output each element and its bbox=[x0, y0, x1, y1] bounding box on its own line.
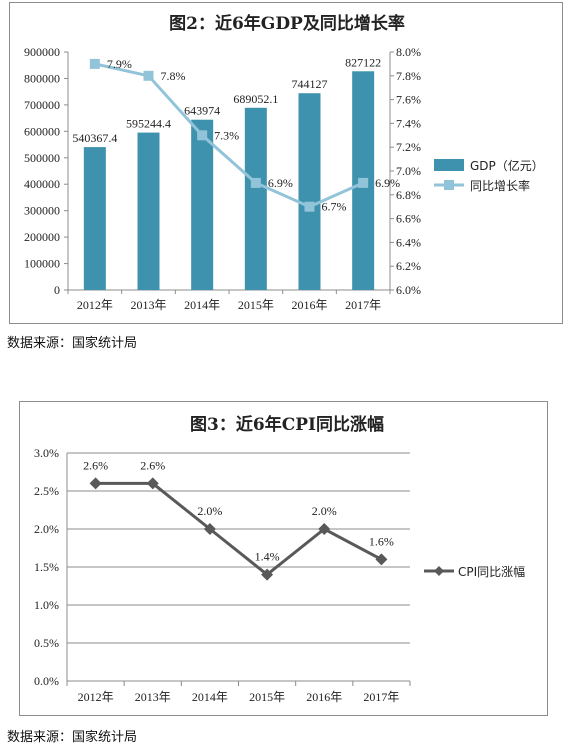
cpi-marker bbox=[261, 568, 274, 581]
gdp-bar-label: 595244.4 bbox=[126, 117, 171, 131]
source-note-cpi: 数据来源：国家统计局 bbox=[7, 730, 138, 745]
right-tick-label: 6.2% bbox=[396, 259, 421, 273]
cpi-line bbox=[95, 481, 383, 577]
left-tick-label: 300000 bbox=[24, 204, 60, 218]
chart-title: 图3：近6年CPI同比涨幅 bbox=[190, 414, 384, 435]
growth-rate-marker bbox=[89, 58, 100, 69]
cpi-marker bbox=[89, 477, 102, 490]
y-tick-label: 0.5% bbox=[34, 636, 59, 650]
x-tick-label: 2015年 bbox=[249, 690, 285, 704]
y-tick-label: 3.0% bbox=[34, 446, 59, 460]
x-tick-label: 2016年 bbox=[291, 298, 327, 312]
gdp-bar bbox=[244, 107, 267, 290]
y-tick-label: 2.5% bbox=[34, 484, 59, 498]
y-tick-label: 1.0% bbox=[34, 598, 59, 612]
gdp-bar-label: 689052.1 bbox=[233, 92, 278, 106]
y-tick-label: 0.0% bbox=[34, 674, 59, 688]
cpi-marker bbox=[318, 523, 331, 535]
growth-rate-marker bbox=[358, 177, 369, 188]
x-tick-label: 2012年 bbox=[78, 690, 114, 704]
cpi-data-label: 2.6% bbox=[83, 458, 108, 472]
growth-rate-marker bbox=[304, 201, 315, 212]
growth-rate-label: 6.9% bbox=[268, 176, 293, 190]
y-tick-label: 1.5% bbox=[34, 560, 59, 574]
cpi-data-label: 1.6% bbox=[369, 534, 394, 548]
right-tick-label: 7.6% bbox=[396, 93, 421, 107]
left-tick-label: 200000 bbox=[24, 230, 60, 244]
growth-rate-line bbox=[94, 62, 364, 209]
cpi-data-label: 1.4% bbox=[255, 550, 280, 564]
source-note-gdp: 数据来源：国家统计局 bbox=[7, 336, 138, 351]
growth-rate-label: 6.7% bbox=[322, 200, 347, 214]
right-tick-label: 7.8% bbox=[396, 69, 421, 83]
legend-growth-marker bbox=[444, 180, 454, 190]
gdp-bar bbox=[83, 147, 106, 290]
gdp-bar bbox=[298, 93, 321, 290]
growth-rate-label: 7.9% bbox=[107, 57, 132, 71]
gdp-bar-label: 744127 bbox=[292, 77, 328, 91]
right-tick-label: 6.8% bbox=[396, 188, 421, 202]
left-tick-label: 900000 bbox=[24, 45, 60, 59]
left-tick-label: 700000 bbox=[24, 98, 60, 112]
right-tick-label: 6.4% bbox=[396, 235, 421, 249]
cpi-chart: 图3：近6年CPI同比涨幅 0.0% 0.5% 1.0% 1.5% 2.0% 2.5% 3.0… bbox=[34, 414, 525, 704]
x-tick-label: 2013年 bbox=[130, 298, 166, 312]
right-tick-label: 7.4% bbox=[396, 116, 421, 130]
growth-rate-label: 7.3% bbox=[214, 128, 239, 142]
gdp-bar-label: 827122 bbox=[345, 55, 381, 69]
right-tick-label: 7.2% bbox=[396, 140, 421, 154]
legend-cpi-label: CPI同比涨幅 bbox=[458, 564, 525, 579]
x-tick-label: 2012年 bbox=[77, 298, 113, 312]
growth-rate-label: 7.8% bbox=[161, 69, 186, 83]
gdp-bar bbox=[137, 132, 160, 290]
legend-growth-label: 同比增长率 bbox=[470, 178, 530, 193]
growth-rate-marker bbox=[197, 130, 208, 141]
x-tick-label: 2016年 bbox=[306, 690, 342, 704]
x-tick-label: 2013年 bbox=[135, 690, 171, 704]
cpi-marker bbox=[375, 553, 388, 566]
legend-gdp-swatch bbox=[434, 159, 464, 171]
x-tick-label: 2014年 bbox=[184, 298, 220, 312]
right-tick-label: 8.0% bbox=[396, 45, 421, 59]
cpi-data-label: 2.0% bbox=[312, 504, 337, 518]
growth-rate-marker bbox=[250, 177, 261, 188]
cpi-marker bbox=[203, 523, 216, 535]
right-tick-label: 6.0% bbox=[396, 283, 421, 297]
left-tick-label: 400000 bbox=[24, 177, 60, 191]
gdp-bar-label: 643974 bbox=[184, 104, 220, 118]
right-tick-label: 6.6% bbox=[396, 212, 421, 226]
cpi-data-label: 2.6% bbox=[140, 458, 165, 472]
growth-rate-label: 6.9% bbox=[375, 176, 400, 190]
gdp-chart: 图2：近6年GDP及同比增长率 0 100000 200000 300000 400000… bbox=[24, 13, 544, 312]
x-tick-label: 2017年 bbox=[363, 690, 399, 704]
cpi-marker bbox=[146, 477, 159, 490]
left-tick-label: 800000 bbox=[24, 71, 60, 85]
growth-rate-marker bbox=[143, 70, 154, 81]
left-tick-label: 0 bbox=[54, 283, 60, 297]
gdp-bar bbox=[191, 119, 214, 290]
right-tick-label: 7.0% bbox=[396, 164, 421, 178]
legend-gdp-label: GDP（亿元） bbox=[470, 158, 544, 173]
left-tick-label: 500000 bbox=[24, 151, 60, 165]
x-tick-label: 2015年 bbox=[238, 298, 274, 312]
cpi-data-label: 2.0% bbox=[197, 504, 222, 518]
legend-cpi-marker bbox=[434, 566, 444, 576]
y-tick-label: 2.0% bbox=[34, 522, 59, 536]
chart-title: 图2：近6年GDP及同比增长率 bbox=[169, 13, 405, 34]
x-tick-label: 2014年 bbox=[192, 690, 228, 704]
left-tick-label: 100000 bbox=[24, 257, 60, 271]
gdp-bar-label: 540367.4 bbox=[72, 131, 117, 145]
left-tick-label: 600000 bbox=[24, 124, 60, 138]
x-tick-label: 2017年 bbox=[345, 298, 381, 312]
